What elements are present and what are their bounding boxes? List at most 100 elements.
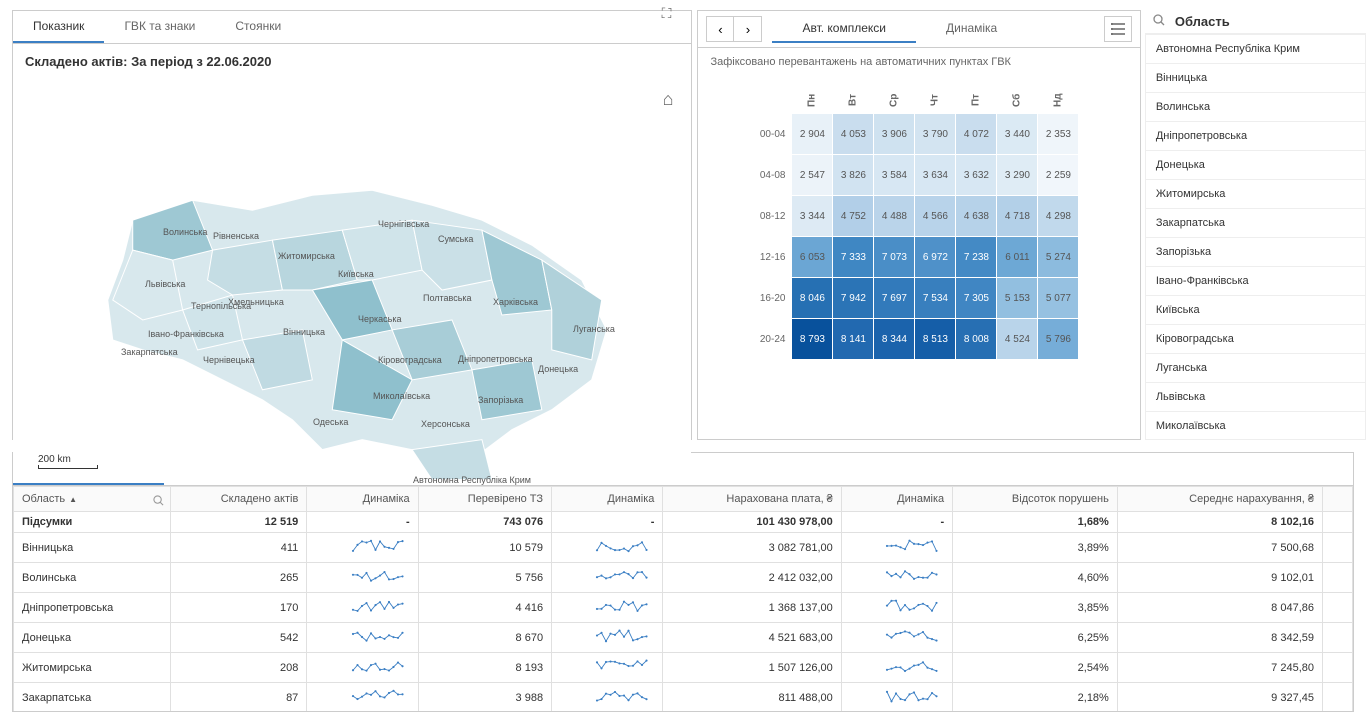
ukraine-map bbox=[13, 79, 691, 481]
region-list-item[interactable]: Дніпропетровська bbox=[1146, 122, 1365, 151]
col-header[interactable]: Динаміка bbox=[307, 487, 418, 512]
search-icon[interactable] bbox=[153, 495, 164, 509]
heatmap-cell[interactable]: 3 790 bbox=[915, 114, 955, 154]
tab-gvk[interactable]: ГВК та знаки bbox=[104, 11, 215, 43]
col-region[interactable]: Область▲ bbox=[14, 487, 171, 512]
col-header[interactable]: Складено актів bbox=[170, 487, 307, 512]
heatmap-cell[interactable]: 8 141 bbox=[833, 319, 873, 359]
region-list-item[interactable]: Автономна Республіка Крим bbox=[1146, 35, 1365, 64]
heatmap-cell[interactable]: 4 298 bbox=[1038, 196, 1078, 236]
heatmap-cell[interactable]: 4 638 bbox=[956, 196, 996, 236]
table-row[interactable]: Закарпатська873 988811 488,002,18%9 327,… bbox=[14, 683, 1353, 712]
heatmap-cell[interactable]: 7 942 bbox=[833, 278, 873, 318]
tab-dynamics[interactable]: Динаміка bbox=[916, 15, 1027, 43]
heatmap-row-label: 04-08 bbox=[754, 155, 792, 195]
region-search-label: Область bbox=[1171, 14, 1230, 29]
left-tabs: Показник ГВК та знаки Стоянки bbox=[13, 11, 691, 44]
region-list-item[interactable]: Волинська bbox=[1146, 93, 1365, 122]
heatmap-cell[interactable]: 6 972 bbox=[915, 237, 955, 277]
heatmap-subtitle: Зафіксовано перевантажень на автоматични… bbox=[698, 48, 1139, 76]
heatmap-cell[interactable]: 4 072 bbox=[956, 114, 996, 154]
heatmap-cell[interactable]: 8 008 bbox=[956, 319, 996, 359]
heatmap-cell[interactable]: 2 353 bbox=[1038, 114, 1078, 154]
heatmap-cell[interactable]: 8 513 bbox=[915, 319, 955, 359]
heatmap-cell[interactable]: 3 906 bbox=[874, 114, 914, 154]
col-header[interactable]: Динаміка bbox=[552, 487, 663, 512]
heatmap-cell[interactable]: 6 011 bbox=[997, 237, 1037, 277]
region-list-item[interactable]: Донецька bbox=[1146, 151, 1365, 180]
region-list[interactable]: Автономна Республіка КримВінницькаВолинс… bbox=[1145, 34, 1366, 440]
heatmap-cell[interactable]: 3 632 bbox=[956, 155, 996, 195]
col-header[interactable]: Динаміка bbox=[841, 487, 952, 512]
table-row[interactable]: Житомирська2088 1931 507 126,002,54%7 24… bbox=[14, 653, 1353, 683]
heatmap-cell[interactable]: 4 053 bbox=[833, 114, 873, 154]
heatmap-cell[interactable]: 5 796 bbox=[1038, 319, 1078, 359]
heatmap-cell[interactable]: 3 634 bbox=[915, 155, 955, 195]
heatmap-cell[interactable]: 3 826 bbox=[833, 155, 873, 195]
table-row[interactable]: Вінницька41110 5793 082 781,003,89%7 500… bbox=[14, 533, 1353, 563]
heatmap-day-header: Вт bbox=[833, 87, 873, 113]
region-list-item[interactable]: Закарпатська bbox=[1146, 209, 1365, 238]
heatmap-cell[interactable]: 7 534 bbox=[915, 278, 955, 318]
data-table: Область▲Складено актівДинамікаПеревірено… bbox=[13, 486, 1353, 711]
heatmap-cell[interactable]: 7 305 bbox=[956, 278, 996, 318]
heatmap-cell[interactable]: 2 259 bbox=[1038, 155, 1078, 195]
heatmap-cell[interactable]: 4 718 bbox=[997, 196, 1037, 236]
heatmap-cell[interactable]: 4 752 bbox=[833, 196, 873, 236]
heatmap-cell[interactable]: 5 274 bbox=[1038, 237, 1078, 277]
heatmap-cell[interactable]: 3 344 bbox=[792, 196, 832, 236]
heatmap-cell[interactable]: 3 440 bbox=[997, 114, 1037, 154]
region-list-item[interactable]: Вінницька bbox=[1146, 64, 1365, 93]
region-list-item[interactable]: Київська bbox=[1146, 296, 1365, 325]
table-row[interactable]: Дніпропетровська1704 4161 368 137,003,85… bbox=[14, 593, 1353, 623]
map-area[interactable]: ⌂ bbox=[13, 79, 691, 481]
left-panel: ⛶ Показник ГВК та знаки Стоянки Складено… bbox=[12, 10, 692, 440]
heatmap-cell[interactable]: 5 077 bbox=[1038, 278, 1078, 318]
next-button[interactable]: › bbox=[734, 16, 762, 42]
heatmap-cell[interactable]: 3 584 bbox=[874, 155, 914, 195]
heatmap-cell[interactable]: 2 547 bbox=[792, 155, 832, 195]
region-list-item[interactable]: Миколаївська bbox=[1146, 412, 1365, 440]
heatmap-day-header: Пт bbox=[956, 87, 996, 113]
heatmap-cell[interactable]: 8 046 bbox=[792, 278, 832, 318]
heatmap-cell[interactable]: 3 290 bbox=[997, 155, 1037, 195]
heatmap-cell[interactable]: 5 153 bbox=[997, 278, 1037, 318]
tab-auto-complex[interactable]: Авт. комплекси bbox=[772, 15, 916, 43]
col-header[interactable]: Перевірено ТЗ bbox=[418, 487, 551, 512]
heatmap-row-label: 20-24 bbox=[754, 319, 792, 359]
heatmap-cell[interactable]: 7 238 bbox=[956, 237, 996, 277]
expand-icon[interactable]: ⛶ bbox=[662, 5, 672, 22]
heatmap-cell[interactable]: 4 488 bbox=[874, 196, 914, 236]
search-icon[interactable] bbox=[1153, 14, 1165, 29]
col-header[interactable]: Відсоток порушень bbox=[953, 487, 1118, 512]
heatmap-cell[interactable]: 6 053 bbox=[792, 237, 832, 277]
home-icon[interactable]: ⌂ bbox=[663, 89, 674, 110]
heatmap-cell[interactable]: 7 697 bbox=[874, 278, 914, 318]
region-list-item[interactable]: Львівська bbox=[1146, 383, 1365, 412]
table-row[interactable]: Волинська2655 7562 412 032,004,60%9 102,… bbox=[14, 563, 1353, 593]
heatmap-row-label: 08-12 bbox=[754, 196, 792, 236]
heatmap-cell[interactable]: 2 904 bbox=[792, 114, 832, 154]
heatmap-row-label: 12-16 bbox=[754, 237, 792, 277]
region-list-item[interactable]: Луганська bbox=[1146, 354, 1365, 383]
heatmap-cell[interactable]: 7 073 bbox=[874, 237, 914, 277]
bottom-panel: Таблиця Показників Задіяні працівники Да… bbox=[12, 452, 1354, 712]
col-header[interactable]: Нарахована плата, ₴ bbox=[663, 487, 841, 512]
heatmap-cell[interactable]: 8 793 bbox=[792, 319, 832, 359]
heatmap-cell[interactable]: 7 333 bbox=[833, 237, 873, 277]
table-row[interactable]: Донецька5428 6704 521 683,006,25%8 342,5… bbox=[14, 623, 1353, 653]
region-list-item[interactable]: Кіровоградська bbox=[1146, 325, 1365, 354]
heatmap-cell[interactable]: 4 566 bbox=[915, 196, 955, 236]
heatmap-cell[interactable]: 4 524 bbox=[997, 319, 1037, 359]
heatmap-cell[interactable]: 8 344 bbox=[874, 319, 914, 359]
region-list-item[interactable]: Запорізька bbox=[1146, 238, 1365, 267]
region-list-item[interactable]: Івано-Франківська bbox=[1146, 267, 1365, 296]
tab-indicator[interactable]: Показник bbox=[13, 11, 104, 43]
list-icon[interactable] bbox=[1104, 16, 1132, 42]
col-header[interactable]: Середнє нарахування, ₴ bbox=[1117, 487, 1322, 512]
prev-button[interactable]: ‹ bbox=[706, 16, 734, 42]
region-list-item[interactable]: Житомирська bbox=[1146, 180, 1365, 209]
region-side-panel: Область Автономна Республіка КримВінниць… bbox=[1145, 10, 1366, 440]
heatmap-day-header: Нд bbox=[1038, 87, 1078, 113]
tab-parking[interactable]: Стоянки bbox=[215, 11, 301, 43]
